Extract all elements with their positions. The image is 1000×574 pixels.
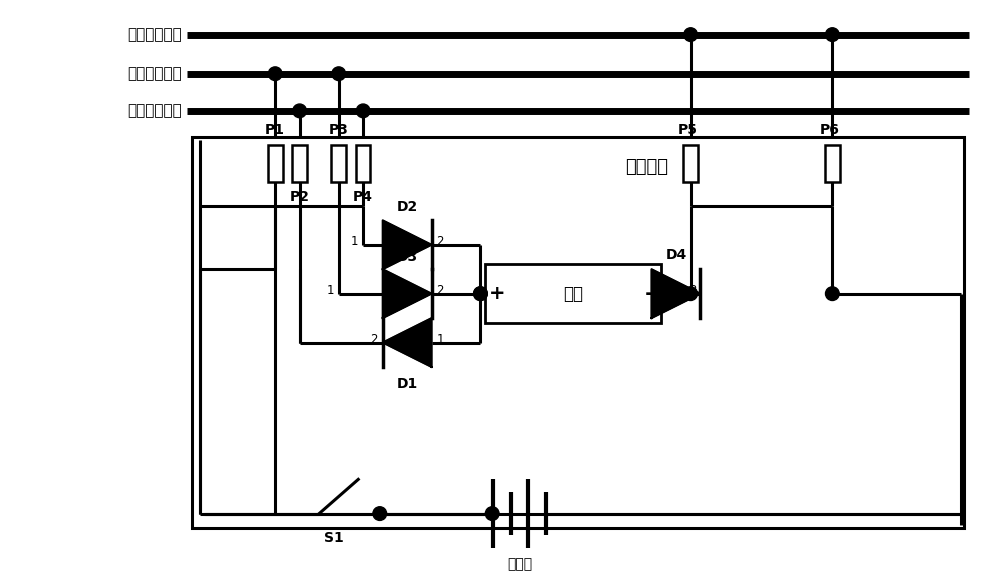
Text: P6: P6 [819, 123, 839, 137]
Text: P4: P4 [353, 190, 373, 204]
Text: D3: D3 [397, 250, 418, 265]
Text: D4: D4 [665, 249, 687, 262]
Text: D2: D2 [397, 200, 418, 214]
Text: 电池开机总线: 电池开机总线 [128, 103, 182, 118]
Text: D1: D1 [397, 377, 418, 391]
Text: +: + [489, 284, 505, 303]
Bar [268, 145, 283, 182]
Text: 1: 1 [326, 284, 334, 297]
Text: P5: P5 [678, 123, 698, 137]
Circle shape [293, 104, 306, 118]
Circle shape [474, 287, 487, 301]
Text: 1: 1 [351, 235, 358, 249]
Circle shape [684, 287, 697, 301]
Polygon shape [383, 220, 432, 269]
Text: 2: 2 [436, 284, 444, 297]
Bar [825, 145, 840, 182]
Circle shape [684, 28, 697, 41]
Bar [485, 265, 661, 323]
Circle shape [373, 507, 387, 521]
Bar [292, 145, 307, 182]
Text: 2: 2 [436, 235, 444, 249]
Circle shape [474, 287, 487, 301]
Text: 1: 1 [656, 284, 663, 297]
Text: 电池总线负端: 电池总线负端 [128, 27, 182, 42]
Text: 2: 2 [689, 284, 696, 297]
Text: P3: P3 [329, 123, 349, 137]
Text: 负载: 负载 [563, 285, 583, 302]
Circle shape [356, 104, 370, 118]
Polygon shape [383, 269, 432, 318]
Polygon shape [383, 318, 432, 367]
Text: 1: 1 [436, 333, 444, 346]
Text: S1: S1 [324, 531, 344, 545]
Circle shape [826, 28, 839, 41]
Text: 电池模块: 电池模块 [625, 158, 668, 176]
Circle shape [332, 67, 346, 80]
Bar [331, 145, 346, 182]
Circle shape [485, 507, 499, 521]
Text: 电池总线正端: 电池总线正端 [128, 66, 182, 82]
Text: -: - [645, 284, 654, 304]
Circle shape [826, 287, 839, 301]
Bar [683, 145, 698, 182]
Text: P1: P1 [265, 123, 285, 137]
Text: 2: 2 [370, 333, 378, 346]
Bar [192, 137, 964, 528]
Bar [356, 145, 370, 182]
Text: P2: P2 [290, 190, 310, 204]
Polygon shape [652, 269, 700, 318]
Text: 电池组: 电池组 [507, 557, 532, 572]
Circle shape [268, 67, 282, 80]
